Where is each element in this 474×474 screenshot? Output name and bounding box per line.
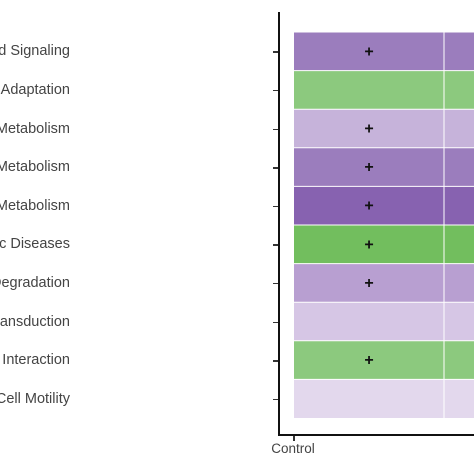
row-label: mal Systems; Environmental Adaptation (0, 81, 70, 98)
row-label: Metabolism; Carbohydrate Metabolism (0, 197, 70, 214)
x-tick-label: Control (271, 441, 315, 456)
heatmap-cell (294, 32, 444, 71)
heatmap-cell (444, 147, 474, 187)
significance-mark: + (364, 352, 373, 369)
row-labels: ssified; Cellular Processes and Signalin… (0, 43, 70, 407)
row-label: Cellular Processes; Cell Motility (0, 390, 70, 407)
heatmap-cell (294, 70, 444, 110)
heatmap-cell (294, 263, 444, 303)
heatmap-cell (444, 186, 474, 225)
heatmap-cell (444, 263, 474, 303)
significance-mark: + (364, 159, 373, 176)
heatmap-cell (444, 70, 474, 110)
y-tick (273, 128, 278, 130)
y-tick (273, 205, 278, 208)
y-tick (273, 244, 278, 246)
heatmap-cell (294, 186, 444, 225)
y-axis-line (278, 12, 280, 436)
heatmap-cell (294, 340, 444, 380)
row-label: sing; Signaling Molecules and Interactio… (0, 352, 70, 369)
row-label: Metabolism; Energy Metabolism (0, 159, 70, 176)
row-label: m; Glycan Biosynthesis and Metabolism (0, 120, 70, 137)
row-label: rmation Processing; Signal Transduction (0, 313, 70, 330)
x-axis-line (278, 434, 474, 436)
y-tick (273, 360, 278, 362)
heatmap-cell (444, 109, 474, 148)
significance-mark: + (364, 236, 373, 253)
y-tick (273, 321, 278, 323)
y-tick (273, 51, 278, 53)
heatmap-cell (294, 147, 444, 187)
x-tick (293, 436, 295, 441)
row-label: essing; Folding, Sorting and Degradation (0, 274, 70, 291)
significance-mark: + (364, 121, 373, 138)
heatmap-cell (294, 379, 444, 418)
heatmap-cell (444, 225, 474, 264)
significance-mark: + (364, 43, 373, 60)
significance-mark: + (364, 275, 373, 292)
significance-mark: + (364, 198, 373, 215)
y-tick (273, 282, 278, 285)
heatmap-cell (444, 32, 474, 71)
heatmap-cell (444, 302, 474, 341)
heatmap-cell (294, 302, 444, 341)
heatmap-cell (294, 109, 444, 148)
row-label: Human Diseases; Metabolic Diseases (0, 236, 70, 253)
row-label: ssified; Cellular Processes and Signalin… (0, 43, 70, 60)
y-tick (273, 89, 278, 92)
heatmap-cell (444, 379, 474, 418)
heatmap-cell (294, 225, 444, 264)
heatmap-cell (444, 340, 474, 380)
y-tick (273, 167, 278, 169)
y-tick (273, 398, 278, 401)
